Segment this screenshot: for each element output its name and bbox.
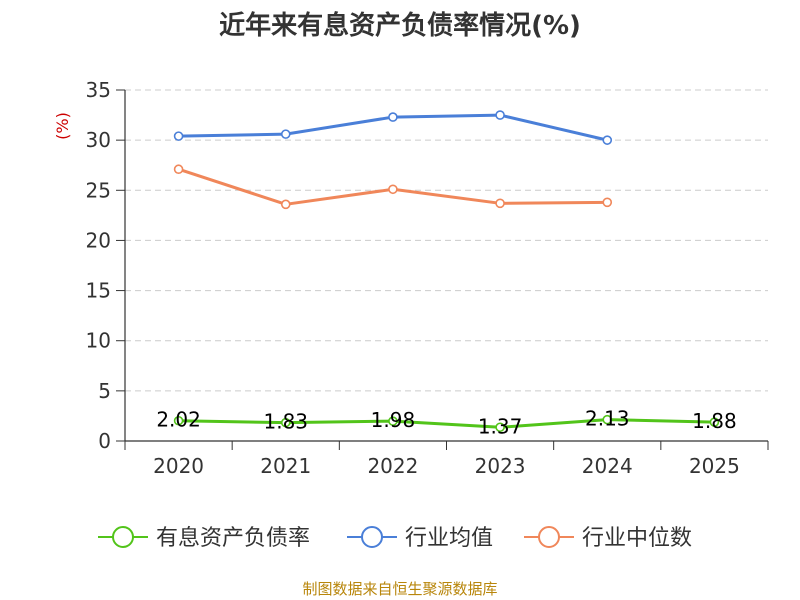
source-note: 制图数据来自恒生聚源数据库 xyxy=(302,580,497,598)
y-axis-label: (%) xyxy=(53,112,72,140)
data-point xyxy=(280,417,291,428)
legend: 有息资产负债率 行业均值 行业中位数 xyxy=(98,526,692,551)
y-tick-label: 5 xyxy=(98,379,111,403)
x-tick-label: 2023 xyxy=(475,454,526,478)
data-point xyxy=(280,129,291,139)
x-tick-label: 2020 xyxy=(153,454,204,478)
legend-marker xyxy=(361,526,383,548)
data-point xyxy=(388,112,398,122)
y-tick-label: 25 xyxy=(86,178,111,202)
gridlines xyxy=(125,89,768,392)
data-point xyxy=(388,184,398,195)
x-ticks: 2020 2021 2022 2023 2024 2025 xyxy=(124,441,769,478)
data-label: 1.37 xyxy=(478,414,523,438)
y-tick-label: 15 xyxy=(86,279,111,303)
data-label: 2.13 xyxy=(585,407,630,431)
axes xyxy=(124,90,768,442)
series-group: 2.02 1.83 1.98 1.37 2.13 1.88 xyxy=(156,110,737,438)
data-point xyxy=(173,164,184,175)
legend-marker xyxy=(112,526,134,548)
legend-label: 有息资产负债率 xyxy=(156,526,310,551)
legend-marker xyxy=(538,526,560,548)
y-tick-label: 10 xyxy=(86,329,111,353)
series-line xyxy=(178,418,715,429)
data-point xyxy=(709,417,720,427)
legend-label: 行业中位数 xyxy=(582,526,692,551)
y-tick-label: 30 xyxy=(86,128,111,152)
legend-label: 行业均值 xyxy=(405,526,493,551)
data-point xyxy=(388,416,398,426)
y-tick-label: 35 xyxy=(86,78,111,102)
y-ticks: 0 5 10 15 20 25 30 35 xyxy=(86,78,125,453)
data-label: 2.02 xyxy=(156,408,201,432)
x-tick-label: 2022 xyxy=(367,454,418,478)
data-point xyxy=(173,415,184,426)
chart-title: 近年来有息资产负债率情况(%) xyxy=(219,10,581,41)
x-tick-label: 2025 xyxy=(689,454,740,478)
data-label: 1.83 xyxy=(263,410,308,434)
data-point xyxy=(495,110,505,120)
data-point xyxy=(602,414,613,425)
y-tick-label: 0 xyxy=(98,429,111,453)
data-point xyxy=(173,131,184,141)
data-point xyxy=(280,199,291,210)
x-tick-label: 2024 xyxy=(582,454,633,478)
data-label: 1.88 xyxy=(692,409,737,433)
data-label: 1.98 xyxy=(371,408,416,432)
data-point xyxy=(602,135,613,145)
data-point xyxy=(495,422,505,433)
data-point xyxy=(495,198,505,209)
x-tick-label: 2021 xyxy=(260,454,311,478)
y-tick-label: 20 xyxy=(86,228,111,252)
data-point xyxy=(602,197,613,208)
